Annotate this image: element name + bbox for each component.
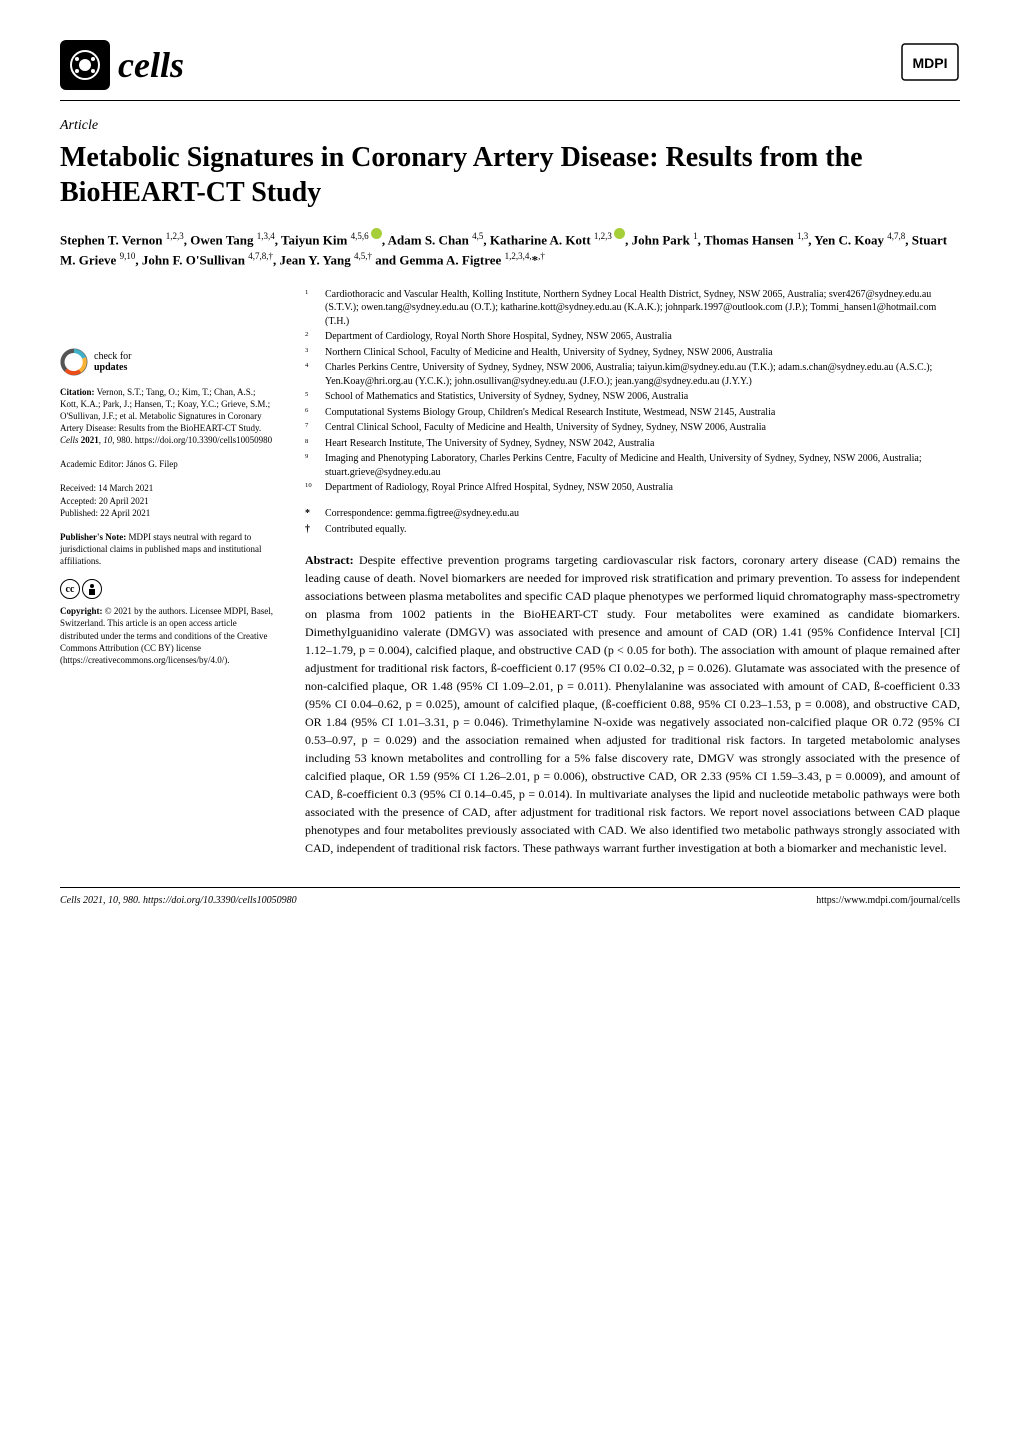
journal-logo: cells (60, 40, 184, 90)
license-block: cc Copyright: © 2021 by the authors. Lic… (60, 579, 275, 666)
received-date: Received: 14 March 2021 (60, 482, 275, 494)
equal-contribution-row: † Contributed equally. (305, 523, 960, 537)
header-divider (60, 100, 960, 101)
equal-contribution-marker: † (305, 523, 317, 537)
check-updates-label-1: check for (94, 351, 131, 362)
citation-journal: Cells (60, 435, 79, 445)
affiliation-text: Department of Radiology, Royal Prince Al… (325, 481, 960, 495)
citation-pages: , 980. https://doi.org/10.3390/cells1005… (112, 435, 272, 445)
footer-right: https://www.mdpi.com/journal/cells (816, 894, 960, 908)
main-column: 1Cardiothoracic and Vascular Health, Kol… (305, 288, 960, 857)
affiliation-number: 9 (305, 452, 317, 479)
affiliation-row: 5 School of Mathematics and Statistics, U… (305, 390, 960, 404)
published-date: Published: 22 April 2021 (60, 507, 275, 519)
citation-vol: , 10 (99, 435, 113, 445)
affiliation-row: 2 Department of Cardiology, Royal North S… (305, 330, 960, 344)
correspondence-marker: * (305, 507, 317, 521)
dates-block: Received: 14 March 2021 Accepted: 20 Apr… (60, 482, 275, 518)
affiliation-row: 3 Northern Clinical School, Faculty of Me… (305, 346, 960, 360)
orcid-icon (614, 228, 625, 239)
affiliation-row: 7 Central Clinical School, Faculty of Med… (305, 421, 960, 435)
citation-year: 2021 (79, 435, 99, 445)
correspondence-text: Correspondence: gemma.figtree@sydney.edu… (325, 507, 519, 521)
affiliation-text: Northern Clinical School, Faculty of Med… (325, 346, 960, 360)
affiliation-row: 8 Heart Research Institute, The Universit… (305, 437, 960, 451)
citation-label: Citation: (60, 387, 95, 397)
sidebar: check for updates Citation: Vernon, S.T.… (60, 288, 275, 857)
publisher-logo: MDPI (900, 42, 960, 89)
affiliation-row: 9 Imaging and Phenotyping Laboratory, Cha… (305, 452, 960, 479)
footer: Cells 2021, 10, 980. https://doi.org/10.… (60, 887, 960, 908)
affiliation-number: 2 (305, 330, 317, 344)
abstract-label: Abstract: (305, 553, 354, 567)
affiliation-number: 7 (305, 421, 317, 435)
equal-contribution-text: Contributed equally. (325, 523, 407, 537)
affiliation-text: Heart Research Institute, The University… (325, 437, 960, 451)
affiliation-row: 4 Charles Perkins Centre, University of S… (305, 361, 960, 388)
journal-name: cells (118, 40, 184, 90)
affiliation-number: 5 (305, 390, 317, 404)
footer-left: Cells 2021, 10, 980. https://doi.org/10.… (60, 894, 297, 908)
check-updates-badge[interactable]: check for updates (60, 348, 275, 376)
article-type: Article (60, 116, 960, 136)
affiliation-row: 1Cardiothoracic and Vascular Health, Kol… (305, 288, 960, 329)
cc-icon: cc (60, 579, 80, 599)
accepted-date: Accepted: 20 April 2021 (60, 495, 275, 507)
affiliation-text: Imaging and Phenotyping Laboratory, Char… (325, 452, 960, 479)
correspondence-row: * Correspondence: gemma.figtree@sydney.e… (305, 507, 960, 521)
affiliation-text: Cardiothoracic and Vascular Health, Koll… (325, 288, 960, 329)
affiliation-text: Computational Systems Biology Group, Chi… (325, 406, 960, 420)
article-title: Metabolic Signatures in Coronary Artery … (60, 140, 960, 210)
affiliation-text: Central Clinical School, Faculty of Medi… (325, 421, 960, 435)
affiliation-number: 3 (305, 346, 317, 360)
abstract-text: Despite effective prevention programs ta… (305, 553, 960, 855)
editor-block: Academic Editor: János G. Filep (60, 458, 275, 470)
abstract: Abstract: Despite effective prevention p… (305, 551, 960, 857)
affiliation-row: 6 Computational Systems Biology Group, Ch… (305, 406, 960, 420)
authors-list: Stephen T. Vernon 1,2,3, Owen Tang 1,3,4… (60, 228, 960, 270)
by-icon (82, 579, 102, 599)
affiliation-text: Department of Cardiology, Royal North Sh… (325, 330, 960, 344)
affiliation-number: 10 (305, 481, 317, 495)
header-row: cells MDPI (60, 40, 960, 90)
affiliation-text: School of Mathematics and Statistics, Un… (325, 390, 960, 404)
cc-badge: cc (60, 579, 275, 599)
affiliation-number: 8 (305, 437, 317, 451)
affiliation-row: 10 Department of Radiology, Royal Prince … (305, 481, 960, 495)
copyright-label: Copyright: (60, 606, 103, 616)
affiliation-number: 1 (305, 288, 317, 329)
publisher-note-label: Publisher's Note: (60, 532, 126, 542)
affiliation-text: Charles Perkins Centre, University of Sy… (325, 361, 960, 388)
check-updates-label-2: updates (94, 362, 131, 373)
affiliations-list: 1Cardiothoracic and Vascular Health, Kol… (305, 288, 960, 495)
publisher-note: Publisher's Note: MDPI stays neutral wit… (60, 531, 275, 567)
orcid-icon (371, 228, 382, 239)
check-updates-icon (60, 348, 88, 376)
citation-block: Citation: Vernon, S.T.; Tang, O.; Kim, T… (60, 386, 275, 447)
cells-logo-icon (60, 40, 110, 90)
affiliation-number: 4 (305, 361, 317, 388)
affiliation-number: 6 (305, 406, 317, 420)
svg-text:MDPI: MDPI (913, 55, 948, 71)
